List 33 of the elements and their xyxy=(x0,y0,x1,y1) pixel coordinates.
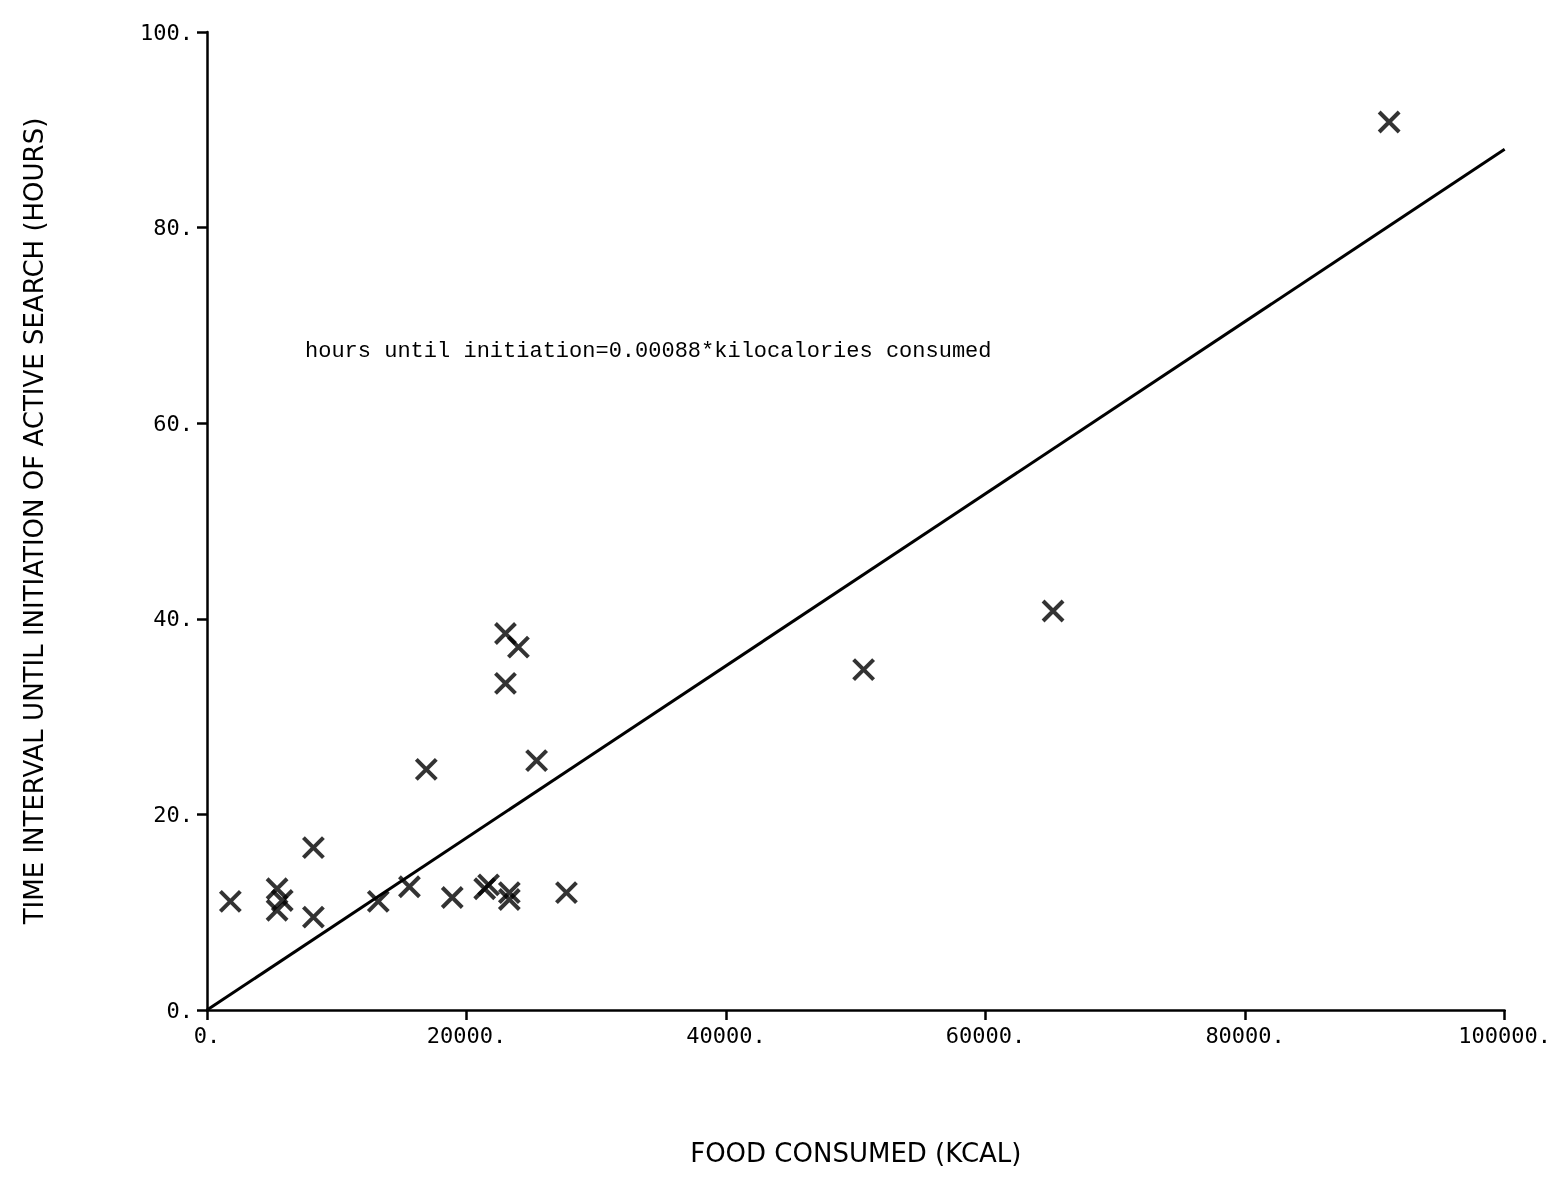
annotation: hours until initiation=0.00088*kilocalories consumed xyxy=(305,338,992,364)
point xyxy=(301,905,326,930)
y-tick-label: 0. xyxy=(166,997,193,1023)
point xyxy=(366,889,391,914)
y-axis-title: TIME INTERVAL UNTIL INITIATION OF ACTIVE SEARCH (HOURS) xyxy=(19,117,49,926)
x-tick-label: 60000. xyxy=(945,1022,1026,1048)
point xyxy=(414,757,439,782)
point xyxy=(493,621,518,646)
x-tick-label: 20000. xyxy=(426,1022,507,1048)
point xyxy=(497,880,522,905)
y-tick-label: 40. xyxy=(153,606,193,632)
x-tick-label: 40000. xyxy=(686,1022,766,1048)
point xyxy=(493,671,518,696)
point xyxy=(497,887,522,912)
x-tick-label: 0. xyxy=(193,1022,221,1048)
x-tick-label: 80000. xyxy=(1205,1022,1285,1048)
point xyxy=(218,889,243,914)
point xyxy=(524,748,549,773)
point xyxy=(301,835,326,860)
point xyxy=(440,885,465,910)
y-tick-label: 80. xyxy=(153,215,193,241)
point xyxy=(1377,109,1402,134)
point xyxy=(506,635,531,660)
y-tick-label: 60. xyxy=(153,410,193,436)
x-tick-label: 100000. xyxy=(1458,1022,1551,1048)
point xyxy=(1041,598,1066,623)
x-axis-title: FOOD CONSUMED (KCAL) xyxy=(690,1138,1022,1168)
point xyxy=(397,874,422,899)
point xyxy=(554,880,579,905)
point xyxy=(851,657,876,682)
point xyxy=(270,888,295,913)
y-tick-label: 100. xyxy=(140,19,193,45)
y-tick-label: 20. xyxy=(153,801,193,827)
